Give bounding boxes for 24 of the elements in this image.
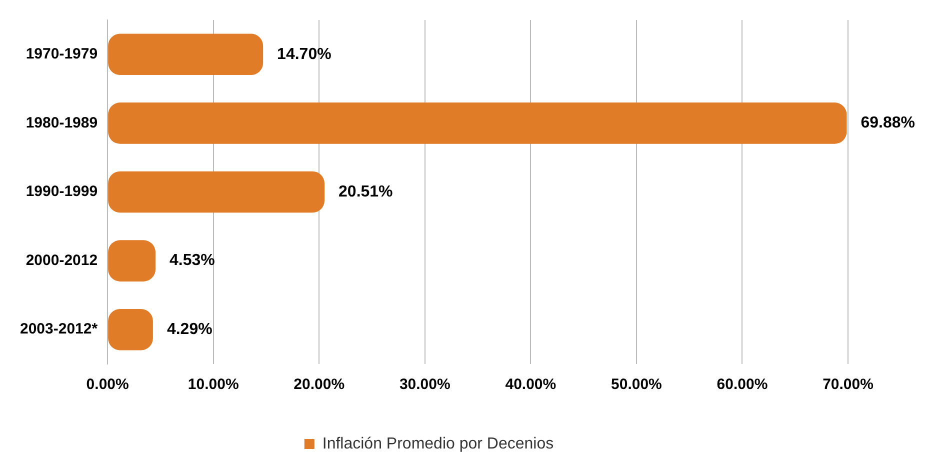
bar	[108, 171, 325, 213]
y-tick-label: 1990-1999	[26, 183, 98, 200]
y-tick-label: 1970-1979	[26, 46, 98, 63]
data-label: 20.51%	[338, 183, 393, 200]
y-tick-label: 1980-1989	[26, 114, 98, 132]
bar	[108, 308, 153, 350]
legend-label: Inflación Promedio por Decenios	[322, 435, 554, 452]
bar	[108, 240, 156, 282]
y-tick-label: 2003-2012*	[20, 320, 98, 338]
x-tick-label: 40.00%	[505, 376, 556, 394]
y-tick-label: 2000-2012	[26, 252, 98, 269]
data-label: 4.53%	[169, 252, 215, 270]
x-tick-label: 20.00%	[294, 376, 345, 394]
x-tick-label: 0.00%	[86, 376, 129, 394]
x-tick-label: 70.00%	[822, 376, 874, 394]
x-tick-label: 10.00%	[188, 376, 239, 394]
x-tick-label: 50.00%	[611, 376, 662, 394]
bar	[108, 34, 264, 76]
data-label: 69.88%	[860, 114, 915, 132]
data-label: 14.70%	[277, 46, 332, 63]
x-tick-label: 60.00%	[716, 376, 768, 394]
data-label: 4.29%	[166, 321, 212, 338]
x-tick-label: 30.00%	[399, 376, 450, 394]
bar	[108, 102, 847, 144]
